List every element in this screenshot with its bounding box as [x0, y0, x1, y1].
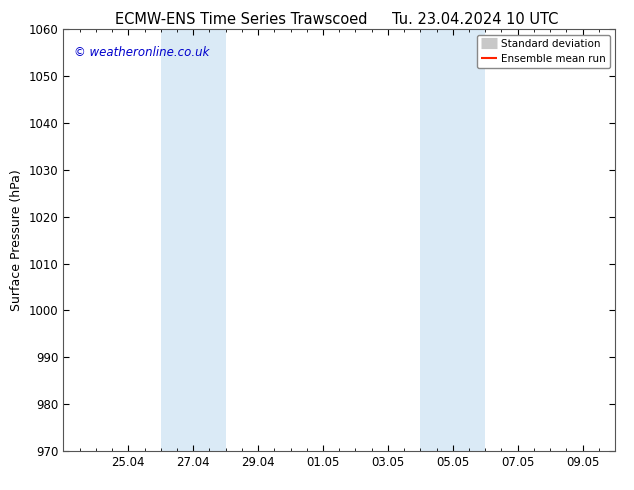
- Legend: Standard deviation, Ensemble mean run: Standard deviation, Ensemble mean run: [477, 35, 610, 68]
- Text: ECMW-ENS Time Series Trawscoed: ECMW-ENS Time Series Trawscoed: [115, 12, 367, 27]
- Text: © weatheronline.co.uk: © weatheronline.co.uk: [74, 46, 210, 59]
- Y-axis label: Surface Pressure (hPa): Surface Pressure (hPa): [10, 169, 23, 311]
- Text: Tu. 23.04.2024 10 UTC: Tu. 23.04.2024 10 UTC: [392, 12, 559, 27]
- Bar: [161, 29, 226, 451]
- Bar: [420, 29, 485, 451]
